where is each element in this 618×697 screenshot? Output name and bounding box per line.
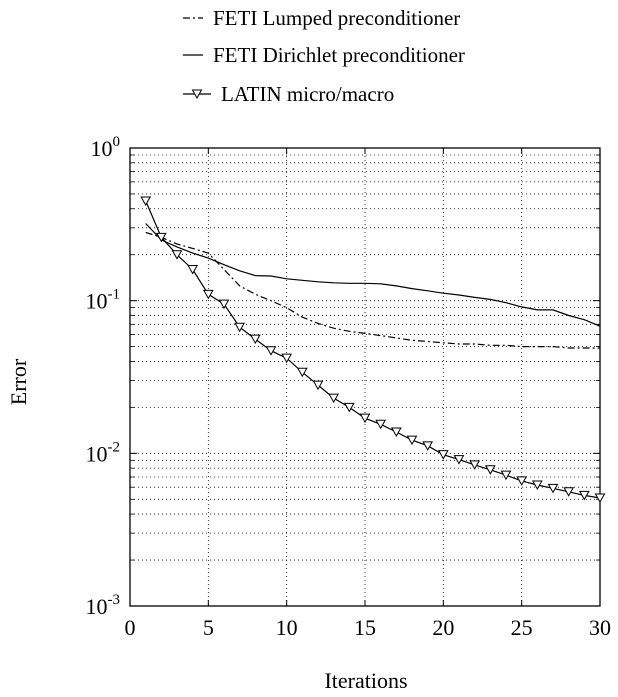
- data-point: [484, 465, 496, 475]
- series-line-2: [145, 200, 601, 499]
- x-tick-label: 25: [511, 615, 533, 640]
- data-point: [453, 455, 465, 465]
- data-point: [328, 393, 340, 404]
- data-point: [531, 480, 543, 491]
- data-point: [155, 232, 167, 243]
- y-tick-label: 10-2: [86, 439, 121, 466]
- data-point: [406, 435, 418, 446]
- series-line-1: [145, 223, 601, 327]
- data-point: [171, 250, 183, 260]
- x-tick-label: 20: [432, 615, 454, 640]
- legend: FETI Lumped preconditioner FETI Dirichle…: [183, 6, 465, 106]
- data-point: [202, 289, 214, 300]
- data-point: [281, 353, 293, 364]
- x-tick-label: 30: [589, 615, 611, 640]
- legend-label-lumped: FETI Lumped preconditioner: [213, 6, 460, 30]
- series-line-0: [145, 231, 600, 349]
- series-markers: [140, 196, 606, 503]
- series-lines: [145, 200, 601, 499]
- data-point: [469, 460, 481, 470]
- x-tick-label: 10: [276, 615, 298, 640]
- data-point: [234, 322, 246, 333]
- grid: [130, 148, 600, 606]
- legend-label-dirichlet: FETI Dirichlet preconditioner: [213, 43, 465, 67]
- x-axis-label: Iterations: [324, 668, 407, 693]
- y-tick-label: 100: [91, 134, 121, 161]
- data-point: [375, 419, 387, 430]
- y-axis-label: Error: [6, 358, 31, 405]
- y-tick-label: 10-3: [86, 592, 121, 619]
- legend-item-latin: LATIN micro/macro: [183, 82, 394, 106]
- data-point: [140, 196, 152, 206]
- data-point: [563, 487, 575, 497]
- legend-item-lumped: FETI Lumped preconditioner: [183, 6, 460, 30]
- data-point: [516, 476, 528, 486]
- data-point: [578, 490, 590, 501]
- data-point: [422, 441, 434, 451]
- y-tick-label: 10-1: [86, 287, 121, 314]
- axes: [129, 147, 601, 607]
- data-point: [218, 299, 230, 310]
- data-point: [265, 346, 277, 356]
- tick-labels: 0 5 10 15 20 25 30 10-3 10-2 10-1 100: [86, 134, 612, 640]
- data-point: [500, 470, 512, 481]
- data-point: [594, 493, 606, 503]
- data-point: [312, 380, 324, 391]
- legend-item-dirichlet: FETI Dirichlet preconditioner: [183, 43, 465, 67]
- x-tick-label: 15: [354, 615, 376, 640]
- legend-marker-latin: [191, 89, 203, 100]
- data-point: [187, 265, 199, 275]
- data-point: [249, 334, 261, 345]
- data-point: [343, 402, 355, 413]
- x-tick-label: 0: [125, 615, 136, 640]
- legend-label-latin: LATIN micro/macro: [221, 82, 394, 106]
- data-point: [296, 367, 308, 378]
- data-point: [437, 450, 449, 460]
- x-tick-label: 5: [203, 615, 214, 640]
- data-point: [547, 483, 559, 494]
- data-point: [359, 413, 371, 424]
- data-point: [390, 427, 402, 437]
